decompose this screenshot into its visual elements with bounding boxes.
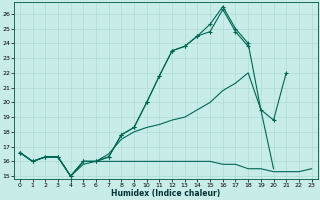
- X-axis label: Humidex (Indice chaleur): Humidex (Indice chaleur): [111, 189, 220, 198]
